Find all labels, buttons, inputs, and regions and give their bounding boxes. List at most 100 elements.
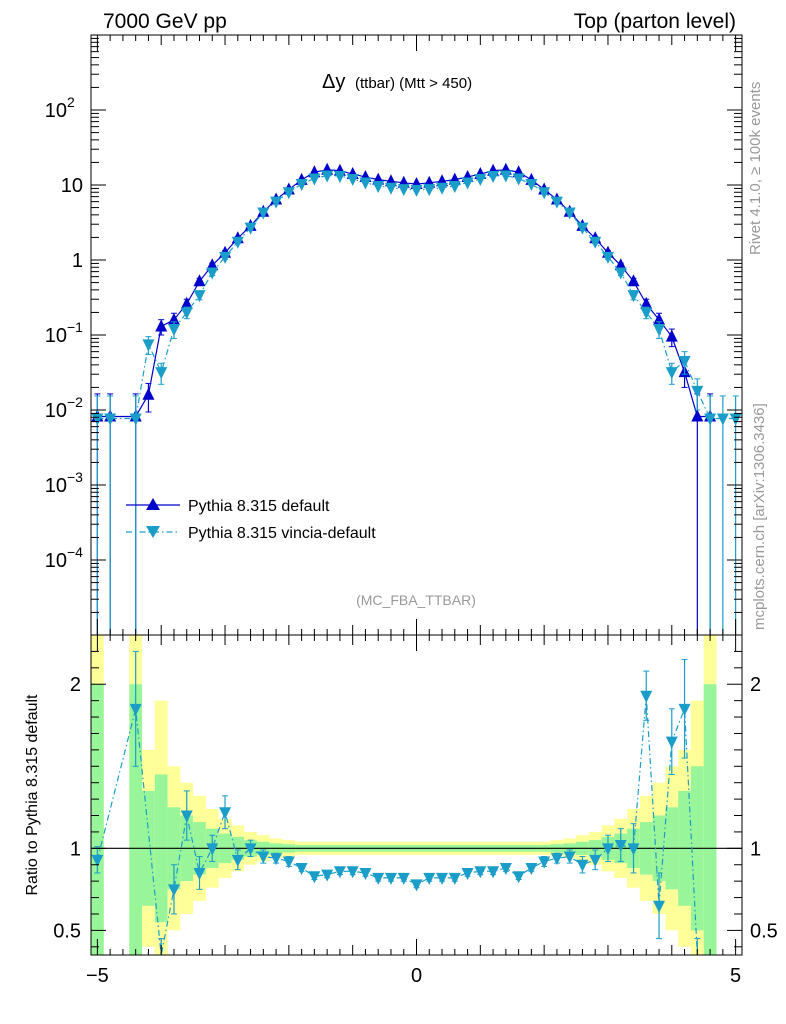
vincia-marker [295, 179, 308, 192]
main-y-tick-exponent: −2 [67, 394, 83, 410]
main-y-tick-exponent: −3 [67, 469, 83, 485]
ratio-marker [270, 853, 283, 866]
header-right: Top (parton level) [574, 10, 736, 33]
vincia-marker [384, 182, 397, 195]
ratio-marker [448, 872, 461, 885]
default-marker [665, 329, 678, 342]
ratio-marker [576, 859, 589, 872]
vincia-marker [448, 180, 461, 193]
ratio-y-tick-label-right: 0.5 [750, 920, 778, 942]
ratio-y-tick-label: 2 [70, 674, 81, 696]
vincia-marker [576, 222, 589, 235]
ratio-marker [461, 867, 474, 880]
vincia-marker [525, 179, 538, 192]
ratio-marker [359, 867, 372, 880]
vincia-marker [346, 174, 359, 187]
ratio-marker [410, 879, 423, 892]
main-y-tick-label: 10 [45, 400, 67, 422]
ratio-marker [244, 843, 257, 856]
ratio-marker [499, 863, 512, 876]
vincia-marker [270, 196, 283, 209]
ratio-marker [423, 872, 436, 885]
ratio-marker [372, 872, 385, 885]
main-y-tick-exponent: −4 [67, 544, 83, 560]
ratio-marker [206, 843, 219, 856]
vincia-marker [244, 222, 257, 235]
main-y-tick-label: 10 [45, 100, 67, 122]
x-tick-label: −5 [86, 965, 109, 987]
ratio-marker [397, 872, 410, 885]
default-marker [691, 409, 704, 422]
legend-label-default: Pythia 8.315 default [188, 498, 330, 515]
vincia-marker [308, 173, 321, 186]
ratio-marker [665, 736, 678, 749]
vincia-marker [193, 290, 206, 303]
vincia-marker [665, 367, 678, 380]
vincia-marker [142, 339, 155, 352]
vincia-marker [282, 187, 295, 200]
ratio-marker [167, 884, 180, 897]
vincia-marker [91, 413, 104, 426]
default-marker [206, 258, 219, 271]
vincia-marker [474, 174, 487, 187]
vincia-marker [653, 324, 666, 337]
ratio-marker [219, 807, 232, 820]
ratio-marker [640, 690, 653, 703]
ratio-y-tick-label: 1 [70, 838, 81, 860]
vincia-marker [155, 367, 168, 380]
ratio-marker [436, 872, 449, 885]
x-tick-label: 0 [411, 965, 422, 987]
ratio-marker [231, 854, 244, 867]
vincia-marker [627, 290, 640, 303]
ratio-y-axis-label: Ratio to Pythia 8.315 default [24, 694, 41, 896]
vincia-marker [333, 170, 346, 183]
mcplots-label: mcplots.cern.ch [arXiv:1306.3436] [751, 403, 768, 630]
ratio-marker [601, 843, 614, 856]
vincia-marker [691, 385, 704, 398]
x-tick-label: 5 [730, 965, 741, 987]
ratio-marker [180, 810, 193, 823]
vincia-marker [538, 187, 551, 200]
vincia-marker [206, 267, 219, 280]
plot-title-main: Δy [322, 71, 345, 93]
ratio-marker [653, 900, 666, 913]
ratio-marker [129, 703, 142, 716]
ratio-marker [295, 863, 308, 876]
vincia-marker [640, 307, 653, 320]
ratio-marker [678, 703, 691, 716]
vincia-marker [601, 251, 614, 264]
ratio-marker [589, 854, 602, 867]
vincia-marker [499, 170, 512, 183]
default-marker [155, 319, 168, 332]
vincia-marker [231, 236, 244, 249]
series-vincia [91, 170, 742, 635]
vincia-marker [436, 182, 449, 195]
plot-title-sub: (ttbar) (Mtt > 450) [355, 75, 472, 92]
vincia-marker [716, 413, 729, 426]
ratio-marker [193, 867, 206, 880]
rivet-version-label: Rivet 4.1.0, ≥ 100k events [747, 82, 764, 255]
vincia-marker [129, 413, 142, 426]
ratio-y-tick-label-right: 2 [750, 674, 761, 696]
vincia-marker [729, 413, 742, 426]
ratio-marker [384, 872, 397, 885]
vincia-marker [563, 207, 576, 220]
vincia-marker [589, 236, 602, 249]
vincia-marker [423, 184, 436, 197]
legend-marker-default [146, 498, 160, 510]
vincia-marker [167, 324, 180, 337]
ratio-marker [512, 871, 525, 884]
vincia-marker [704, 413, 717, 426]
vincia-marker [410, 184, 423, 197]
default-marker [180, 296, 193, 309]
ratio-marker [550, 853, 563, 866]
vincia-marker [550, 196, 563, 209]
ratio-band-inner [91, 684, 104, 955]
vincia-marker [678, 356, 691, 369]
legend-marker-vincia [146, 526, 160, 538]
ratio-marker [614, 840, 627, 853]
ratio-marker [525, 863, 538, 876]
ratio-marker [487, 866, 500, 879]
